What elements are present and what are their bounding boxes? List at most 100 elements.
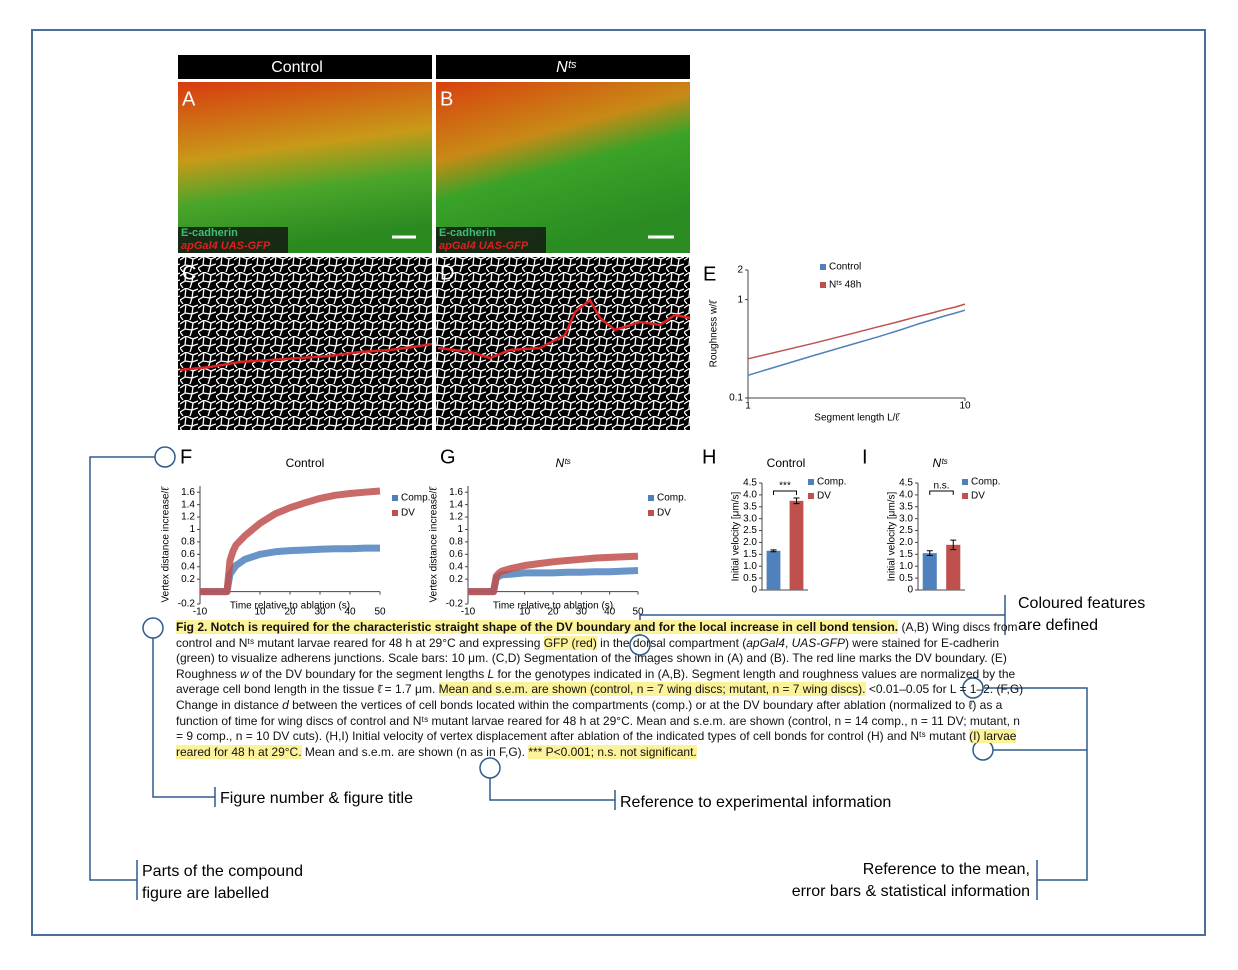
- x-tick-label: 10: [519, 607, 531, 618]
- y-tick-label: -0.2: [178, 599, 196, 610]
- header-bar: [178, 55, 432, 79]
- y-tick-label: 1.5: [899, 549, 913, 560]
- y-axis-label: Roughness w/ℓ̄: [709, 299, 720, 368]
- annotation: figure are labelled: [142, 885, 269, 902]
- annotation: Figure number & figure title: [220, 790, 413, 807]
- header-label: Control: [271, 59, 323, 76]
- segmentation: [178, 257, 432, 430]
- legend-swatch: [392, 510, 398, 516]
- x-tick-label: 50: [374, 607, 386, 618]
- annotation: Reference to experimental information: [620, 794, 891, 811]
- panel-letter: E: [703, 263, 716, 285]
- panel-letter: B: [440, 88, 453, 110]
- x-tick-label: 40: [344, 607, 356, 618]
- y-tick-label: -0.2: [446, 599, 464, 610]
- x-tick-label: 1: [745, 401, 751, 412]
- y-tick-label: 0.1: [729, 393, 743, 404]
- caption-text: <0.01–0.05 for L = 1–2. (F,G) Change in …: [176, 682, 1024, 712]
- bar: [789, 500, 804, 590]
- legend-label: Comp.: [657, 493, 686, 504]
- y-tick-label: 3.5: [743, 501, 757, 512]
- y-tick-label: 1.2: [181, 512, 195, 523]
- x-axis-label: Segment length L/ℓ̄: [814, 413, 900, 424]
- y-tick-label: 1: [457, 524, 463, 535]
- header-label: Nᵗˢ: [556, 59, 577, 76]
- y-tick-label: 0.4: [181, 561, 195, 572]
- frame: [31, 29, 1206, 936]
- x-tick-label: 30: [314, 607, 326, 618]
- caption-text: of the DV boundary for the segment lengt…: [248, 666, 488, 681]
- stain-label: E-cadherin: [181, 227, 238, 239]
- y-tick-label: 2.0: [899, 537, 913, 548]
- y-tick-label: 1.2: [449, 512, 463, 523]
- y-axis-label: Initial velocity [μm/s]: [887, 491, 898, 581]
- y-tick-label: 1.0: [899, 561, 913, 572]
- panel-letter: C: [182, 262, 196, 284]
- caption-text: ) were stained for E-cadherin (green) to…: [176, 635, 1007, 681]
- caption-text: w: [240, 666, 249, 681]
- boundary-line: [179, 342, 433, 372]
- y-tick-label: 1.4: [449, 499, 463, 510]
- caption-text: for the genotypes indicated in (A,B). Se…: [176, 666, 1016, 697]
- caption-text: GFP (red): [543, 635, 597, 650]
- y-tick-label: 0: [751, 585, 757, 596]
- legend-swatch: [392, 495, 398, 501]
- y-tick-label: 0.4: [449, 561, 463, 572]
- legend-swatch: [648, 495, 654, 501]
- x-axis-label: Time relative to ablation (s): [493, 601, 613, 612]
- y-tick-label: 0.5: [743, 573, 757, 584]
- caption: Fig 2. Notch is required for the charact…: [176, 620, 1028, 760]
- x-tick-label: 40: [604, 607, 616, 618]
- caption-text: Mean and s.e.m. are shown (control, n = …: [438, 682, 866, 697]
- legend-label: Comp.: [971, 477, 1000, 488]
- x-tick-label: -10: [461, 607, 476, 618]
- series-line: [200, 487, 381, 596]
- x-tick-label: 30: [576, 607, 588, 618]
- legend-label: DV: [971, 491, 985, 502]
- y-tick-label: 0.8: [181, 537, 195, 548]
- caption-text: Mean and s.e.m. are shown (n as in F,G).: [301, 744, 529, 759]
- legend-swatch: [808, 493, 814, 499]
- chart-title: Control: [767, 456, 806, 470]
- x-tick-label: 20: [547, 607, 559, 618]
- caption-text: Fig 2. Notch is required for the charact…: [176, 620, 899, 634]
- legend-label: DV: [817, 491, 831, 502]
- legend-swatch: [962, 493, 968, 499]
- y-tick-label: 2.5: [743, 525, 757, 536]
- y-tick-label: 4.5: [899, 478, 913, 489]
- y-axis-label: Vertex distance increase/ℓ̄: [161, 486, 172, 603]
- y-tick-label: 0: [907, 585, 913, 596]
- panel-letter: F: [180, 446, 192, 468]
- micrograph: [178, 82, 432, 253]
- legend-swatch: [820, 264, 826, 270]
- segmentation: [436, 257, 690, 430]
- label-box: [178, 227, 288, 253]
- y-axis-label: Vertex distance increase/ℓ̄: [429, 486, 440, 603]
- y-tick-label: 1.0: [743, 561, 757, 572]
- y-tick-label: 3.0: [899, 513, 913, 524]
- y-tick-label: 1.6: [181, 487, 195, 498]
- y-tick-label: 2: [737, 265, 743, 276]
- x-tick-label: 10: [959, 401, 971, 412]
- caption-text: (A,B) Wing discs from control and Nᵗˢ mu…: [176, 620, 1018, 650]
- stain-label: E-cadherin: [439, 227, 496, 239]
- y-tick-label: 1.6: [449, 487, 463, 498]
- series-line: [747, 303, 966, 360]
- chart-title: Nᵗˢ: [556, 456, 572, 470]
- legend-swatch: [820, 282, 826, 288]
- y-tick-label: 0.6: [449, 549, 463, 560]
- caption-text: L: [487, 666, 495, 681]
- chart-title: Control: [286, 456, 325, 470]
- bar: [946, 544, 961, 590]
- y-tick-label: 4.5: [743, 478, 757, 489]
- caption-text: *** P<0.001; n.s. not significant.: [528, 744, 697, 759]
- y-tick-label: 2.0: [743, 537, 757, 548]
- micrograph: [436, 82, 690, 253]
- legend-label: DV: [401, 508, 415, 519]
- caption-text: between the vertices of cell bonds locat…: [176, 697, 1020, 744]
- caption-text: ,: [784, 635, 792, 650]
- y-tick-label: 4.0: [743, 490, 757, 501]
- legend-label: DV: [657, 508, 671, 519]
- significance-label: ***: [779, 481, 791, 492]
